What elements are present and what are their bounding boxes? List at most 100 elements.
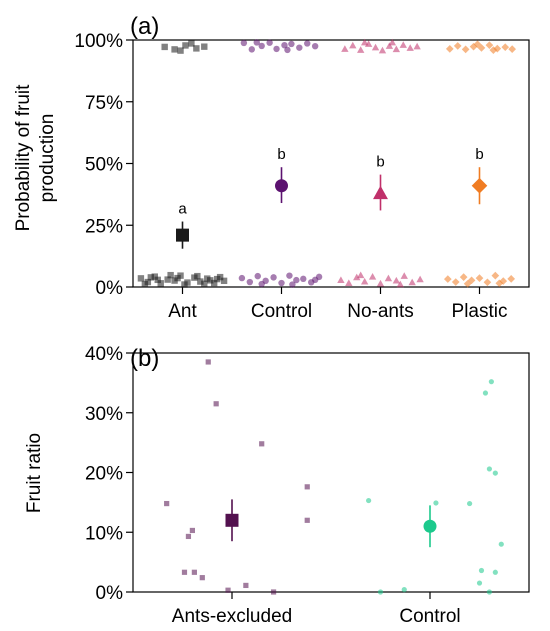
panel-b-raw-point-ants-excluded [259,441,265,447]
panel-a-series-control: b [238,39,323,288]
panel-a-plot-frame [132,39,530,288]
panel-a-raw-point-control [304,40,311,47]
panel-a-raw-point-plastic [461,45,470,54]
panel-b-y-tick-label: 20% [85,464,123,485]
panel-a-significance-letter-no-ants: b [376,154,384,171]
panel-a-estimate-point-plastic [471,177,488,194]
panel-b-raw-point-ants-excluded [185,533,192,540]
panel-a-raw-point-ant [174,274,181,282]
panel-a-raw-point-no-ants [357,46,365,53]
panel-a-raw-point-plastic [453,42,462,50]
panel-a-significance-letter-control: b [277,146,285,163]
panel-a-raw-point-control [300,275,307,283]
panel-a-y-axis-title-line1: Probability of fruit [13,84,34,232]
panel-a-raw-point-no-ants [368,272,377,280]
panel-a-raw-point-no-ants [399,41,407,48]
panel-a: (a) Probability of fruit production 0% 25… [13,13,530,322]
panel-a-raw-point-no-ants [408,278,416,286]
panel-a-plot-area: 0% 25% 50% 75% 100% Ant Control No-ants Plastic a… [74,31,530,322]
panel-b-raw-point-control [433,500,439,506]
panel-b-y-tick-label: 30% [85,404,123,425]
panel-a-raw-point-ant [147,274,155,281]
panel-b-raw-point-control [467,500,473,507]
panel-a-raw-point-control [278,279,285,287]
panel-b-raw-point-control [492,470,498,476]
panel-b: (b) Fruit ratio 0% 10% 20% 30% 40% Ants-exclu… [24,344,530,627]
panel-a-raw-point-plastic [508,45,517,53]
panel-a-raw-point-plastic [451,278,460,286]
panel-a-raw-point-control [258,42,265,50]
panel-a-raw-point-plastic [507,275,516,283]
panel-a-raw-point-control [281,41,288,49]
panel-a-significance-letter-plastic: b [475,146,483,163]
panel-a-raw-point-no-ants [413,42,421,50]
panel-b-series-control [366,379,504,595]
panel-b-x-tick-label-control: Control [399,606,460,627]
panel-a-raw-point-no-ants [357,271,365,279]
panel-a-raw-point-ant [201,43,208,50]
panel-a-y-tick-label: 50% [85,155,123,176]
panel-b-raw-point-ants-excluded [191,569,197,575]
panel-a-significance-letter-ant: a [178,201,187,218]
panel-a-raw-point-control [270,274,277,281]
panel-a-raw-point-control [273,45,280,53]
panel-a-estimate-point-control [275,179,288,193]
panel-a-raw-point-no-ants [385,42,394,49]
panel-a-raw-point-ant [151,273,158,280]
panel-a-raw-point-ant [181,281,188,288]
panel-a-raw-point-control [248,46,255,53]
panel-b-raw-point-ants-excluded [304,517,310,523]
panel-a-raw-point-ant [210,279,218,287]
panel-a-raw-point-ant [167,271,174,279]
panel-a-raw-point-no-ants [371,43,380,51]
panel-a-raw-point-ant [201,280,208,287]
panel-a-raw-point-plastic [489,46,498,54]
panel-a-raw-point-ant [197,278,204,285]
panel-a-x-tick-label-ant: Ant [168,301,197,322]
panel-a-raw-point-ant [213,275,221,283]
panel-a-raw-point-control [246,278,254,286]
panel-a-raw-point-ant [194,272,201,280]
panel-a-x-tick-label-plastic: Plastic [452,301,508,322]
panel-b-raw-point-ants-excluded [181,569,188,575]
panel-b-series-ants-excluded [164,359,310,595]
panel-a-raw-point-control [253,39,260,46]
panel-a-raw-point-control [311,42,319,50]
panel-a-raw-point-no-ants [400,272,408,279]
panel-a-raw-point-no-ants [353,273,361,281]
panel-a-raw-point-control [296,44,303,51]
panel-a-raw-point-plastic [445,45,454,53]
panel-a-raw-point-control [311,276,319,284]
panel-b-raw-point-control [488,379,494,385]
panel-a-raw-point-control [254,272,261,280]
panel-a-raw-point-plastic [491,271,500,280]
panel-a-raw-point-plastic [501,43,510,52]
panel-a-raw-point-control [286,272,293,279]
panel-a-estimate-point-no-ants [373,185,388,200]
panel-a-raw-point-control [293,276,300,284]
panel-b-raw-point-ants-excluded [213,401,219,407]
panel-a-label: (a) [130,13,159,40]
panel-a-raw-point-control [258,280,265,288]
panel-a-raw-point-plastic [473,40,482,49]
panel-b-raw-point-ants-excluded [164,500,170,507]
panel-b-y-tick-label: 0% [96,583,124,604]
panel-a-raw-point-control [266,39,273,46]
panel-b-estimate-point-control [423,519,437,533]
panel-a-raw-point-control [289,281,296,288]
panel-a-y-tick-label: 75% [85,93,123,114]
panel-a-series-plastic: b [443,40,517,288]
panel-b-raw-point-ants-excluded [270,589,277,595]
panel-a-raw-point-ant [220,277,228,285]
panel-a-raw-point-plastic [459,273,468,281]
panel-a-raw-point-ant [164,276,171,283]
panel-a-raw-point-control [284,46,291,54]
panel-a-raw-point-no-ants [392,276,401,284]
panel-b-plot-frame [132,352,530,593]
panel-a-raw-point-plastic [485,41,494,50]
panel-b-raw-point-ants-excluded [189,527,195,534]
panel-b-raw-point-ants-excluded [243,582,249,589]
panel-a-y-tick-label: 0% [96,278,124,299]
panel-b-raw-point-ants-excluded [225,587,231,593]
